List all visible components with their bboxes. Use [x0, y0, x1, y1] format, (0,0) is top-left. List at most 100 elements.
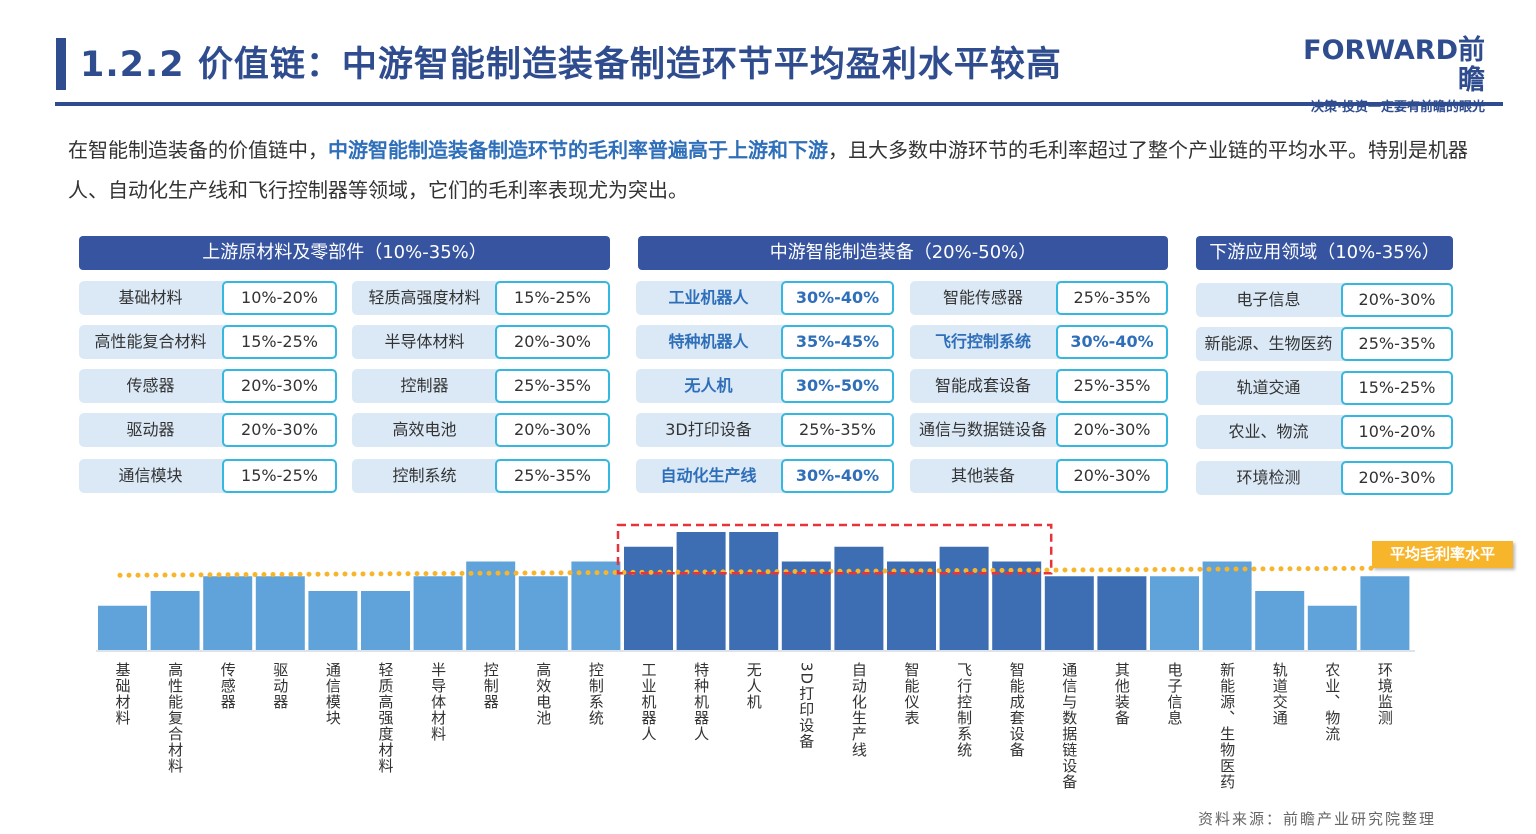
margin-range: 20%-30% [495, 413, 610, 447]
downstream-cell: 新能源、生物医药 25%-35% [1196, 327, 1453, 361]
upstream-cell: 控制系统 25%-35% [352, 459, 610, 493]
segment-label: 半导体材料 [384, 332, 465, 351]
upstream-cell: 通信模块 15%-25% [79, 459, 337, 493]
x-tick-label: 特种机器人 [692, 662, 711, 742]
margin-range: 20%-30% [222, 369, 337, 403]
midstream-header: 中游智能制造装备（20%-50%） [638, 236, 1168, 270]
bar-通信模块 [308, 591, 358, 650]
segment-label: 基础材料 [118, 288, 183, 307]
upstream-header: 上游原材料及零部件（10%-35%） [79, 236, 610, 270]
midstream-cell: 通信与数据链设备 20%-30% [910, 413, 1168, 447]
margin-range: 15%-25% [222, 459, 337, 493]
bar-轻质高强度材料 [361, 591, 410, 650]
bar-高性能复合材料 [150, 591, 200, 650]
x-tick-label: 环境监测 [1375, 662, 1394, 726]
midstream-cell: 特种机器人 35%-45% [636, 325, 894, 359]
segment-label: 驱动器 [126, 420, 175, 439]
x-tick-label: 3D打印设备 [797, 662, 816, 750]
bar-控制系统 [571, 561, 621, 650]
bar-电子信息 [1150, 576, 1199, 650]
bar-飞行控制系统 [939, 546, 989, 650]
segment-label: 通信模块 [118, 466, 183, 485]
x-tick-label: 智能仪表 [902, 662, 921, 726]
intro-paragraph: 在智能制造装备的价值链中，中游智能制造装备制造环节的毛利率普遍高于上游和下游，且… [68, 130, 1488, 210]
logo-text: FORWARD前瞻 [1303, 35, 1485, 96]
midstream-cell: 3D打印设备 25%-35% [636, 413, 894, 447]
margin-range: 30%-40% [1056, 325, 1168, 359]
bar-轨道交通 [1255, 591, 1305, 650]
downstream-cell: 农业、物流 10%-20% [1196, 415, 1453, 449]
x-tick-label: 控制系统 [586, 662, 605, 726]
x-tick-label: 轻质高强度材料 [376, 662, 395, 774]
x-tick-label: 自动化生产线 [849, 662, 868, 758]
margin-range: 20%-30% [222, 413, 337, 447]
segment-label: 传感器 [126, 376, 175, 395]
bar-通信与数据链设备 [1044, 576, 1094, 650]
margin-range: 15%-25% [222, 325, 337, 359]
upstream-cell: 传感器 20%-30% [79, 369, 337, 403]
segment-label: 通信与数据链设备 [918, 420, 1047, 439]
segment-label: 无人机 [684, 376, 733, 395]
segment-label: 电子信息 [1236, 290, 1301, 309]
margin-range: 25%-35% [1341, 327, 1453, 361]
margin-range: 20%-30% [1056, 459, 1168, 493]
segment-label: 自动化生产线 [660, 466, 757, 485]
bar-智能成套设备 [992, 561, 1042, 650]
downstream-cell: 环境检测 20%-30% [1196, 461, 1453, 495]
downstream-cell: 电子信息 20%-30% [1196, 283, 1453, 317]
bar-新能源、生物医药 [1202, 561, 1252, 650]
bar-基础材料 [98, 605, 147, 650]
midstream-cell: 其他装备 20%-30% [910, 459, 1168, 493]
segment-label: 特种机器人 [668, 332, 749, 351]
x-tick-label: 新能源、生物医药 [1218, 662, 1237, 790]
page-title: 1.2.2 价值链：中游智能制造装备制造环节平均盈利水平较高 [80, 45, 1062, 85]
x-tick-label: 通信模块 [323, 662, 342, 726]
midstream-cell: 工业机器人 30%-40% [636, 281, 894, 315]
margin-range: 25%-35% [1056, 281, 1168, 315]
x-tick-label: 高性能复合材料 [166, 662, 185, 774]
x-tick-label: 高效电池 [534, 662, 553, 726]
segment-label: 轨道交通 [1236, 378, 1301, 397]
bar-驱动器 [255, 576, 305, 650]
x-tick-label: 控制器 [481, 662, 500, 710]
margin-range: 25%-35% [495, 459, 610, 493]
segment-label: 新能源、生物医药 [1204, 334, 1333, 353]
x-tick-label: 飞行控制系统 [955, 662, 974, 758]
x-tick-label: 无人机 [744, 662, 763, 710]
margin-range: 30%-50% [781, 369, 894, 403]
segment-label: 工业机器人 [668, 288, 749, 307]
segment-label: 飞行控制系统 [934, 332, 1031, 351]
intro-highlight: 中游智能制造装备制造环节的毛利率普遍高于上游和下游 [328, 138, 828, 162]
segment-label: 轻质高强度材料 [368, 288, 481, 307]
margin-range: 20%-30% [1341, 283, 1453, 317]
intro-text-end: ，且大多数中游环节的毛利率超过了整个产业链的平均水平。特别是机器人、自动化生产线… [68, 138, 1468, 202]
x-tick-label: 电子信息 [1165, 662, 1184, 726]
segment-label: 农业、物流 [1228, 422, 1309, 441]
margin-range: 15%-25% [495, 281, 610, 315]
segment-label: 智能传感器 [942, 288, 1023, 307]
segment-label: 高效电池 [392, 420, 457, 439]
x-tick-label: 传感器 [218, 662, 237, 710]
segment-label: 智能成套设备 [934, 376, 1031, 395]
x-tick-label: 通信与数据链设备 [1060, 662, 1079, 790]
margin-range: 20%-30% [495, 325, 610, 359]
x-tick-label: 基础材料 [113, 662, 132, 726]
margin-range: 25%-35% [781, 413, 894, 447]
source-note: 资料来源：前瞻产业研究院整理 [1198, 810, 1437, 828]
x-tick-label: 农业、物流 [1323, 662, 1342, 742]
segment-label: 3D打印设备 [665, 420, 752, 439]
margin-range: 25%-35% [495, 369, 610, 403]
average-margin-label: 平均毛利率水平 [1372, 541, 1513, 568]
bar-自动化生产线 [834, 546, 884, 650]
upstream-cell: 驱动器 20%-30% [79, 413, 337, 447]
upstream-cell: 基础材料 10%-20% [79, 281, 337, 315]
upstream-cell: 轻质高强度材料 15%-25% [352, 281, 610, 315]
gross-margin-bar-chart [96, 523, 1415, 652]
midstream-cell: 自动化生产线 30%-40% [636, 459, 894, 493]
bar-高效电池 [518, 576, 568, 650]
segment-label: 环境检测 [1236, 468, 1301, 487]
margin-range: 20%-30% [1056, 413, 1168, 447]
x-tick-label: 智能成套设备 [1007, 662, 1026, 758]
x-tick-label: 驱动器 [271, 662, 290, 710]
margin-range: 30%-40% [781, 459, 894, 493]
